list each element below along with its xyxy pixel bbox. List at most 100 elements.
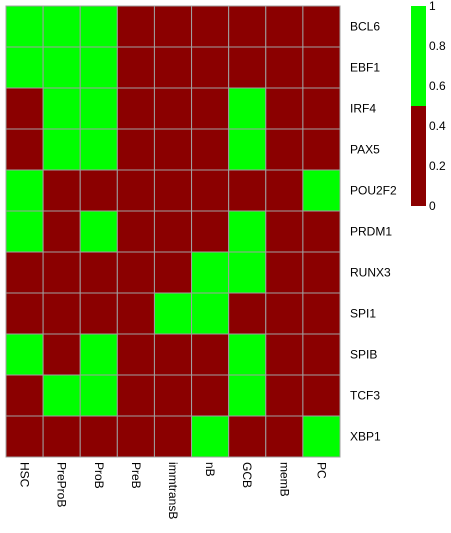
heatmap-cell-irf4-immtransb xyxy=(153,87,193,130)
heatmap-cell-spib-immtransb xyxy=(153,333,193,376)
heatmap-cell-pou2f2-nb xyxy=(191,169,230,212)
row-label-pax5: PAX5 xyxy=(350,143,380,157)
colorbar-tick-label: 0.2 xyxy=(429,159,446,173)
heatmap-cell-pax5-hsc xyxy=(5,128,44,171)
column-label-preprob: PreProB xyxy=(55,462,69,507)
heatmap-cell-ebf1-gcb xyxy=(228,46,267,89)
heatmap-cell-xbp1-pc xyxy=(302,415,341,458)
colorbar-tick-label: 0.4 xyxy=(429,119,446,133)
heatmap-cell-spib-gcb xyxy=(228,333,267,376)
colorbar-tick-label: 0.8 xyxy=(429,39,446,53)
heatmap-cell-pax5-pc xyxy=(302,128,341,171)
heatmap-cell-ebf1-pc xyxy=(302,46,341,89)
heatmap-cell-spib-pc xyxy=(302,333,341,376)
heatmap-cell-pax5-gcb xyxy=(228,128,267,171)
heatmap-cell-ebf1-hsc xyxy=(5,46,44,89)
heatmap-cell-xbp1-preb xyxy=(116,415,155,458)
heatmap-cell-bcl6-prob xyxy=(79,5,118,48)
heatmap-cell-pax5-nb xyxy=(191,128,230,171)
heatmap-cell-tcf3-memb xyxy=(265,374,304,417)
heatmap-cell-prdm1-preprob xyxy=(42,210,81,253)
heatmap-cell-pax5-preprob xyxy=(42,128,81,171)
heatmap-cell-tcf3-preb xyxy=(116,374,155,417)
heatmap-cell-runx3-preprob xyxy=(42,251,81,294)
column-label-immtransb: immtransB xyxy=(166,462,180,519)
heatmap-cell-pou2f2-hsc xyxy=(5,169,44,212)
colorbar-tick-label: 0 xyxy=(429,199,436,213)
heatmap-cell-pou2f2-preb xyxy=(116,169,155,212)
heatmap-cell-spi1-preb xyxy=(116,292,155,335)
heatmap-cell-prdm1-hsc xyxy=(5,210,44,253)
heatmap-cell-prdm1-nb xyxy=(191,210,230,253)
heatmap-cell-bcl6-pc xyxy=(302,5,341,48)
row-label-pou2f2: POU2F2 xyxy=(350,184,397,198)
heatmap-cell-spi1-gcb xyxy=(228,292,267,335)
heatmap-cell-spi1-hsc xyxy=(5,292,44,335)
row-label-prdm1: PRDM1 xyxy=(350,225,392,239)
heatmap-cell-pax5-prob xyxy=(79,128,118,171)
heatmap-cell-pou2f2-preprob xyxy=(42,169,81,212)
heatmap-cell-tcf3-gcb xyxy=(228,374,267,417)
heatmap-cell-bcl6-hsc xyxy=(5,5,44,48)
heatmap-cell-ebf1-prob xyxy=(79,46,118,89)
heatmap-cell-prdm1-preb xyxy=(116,210,155,253)
row-label-ebf1: EBF1 xyxy=(350,61,380,75)
column-label-hsc: HSC xyxy=(18,462,32,488)
heatmap-cell-tcf3-prob xyxy=(79,374,118,417)
heatmap-cell-xbp1-memb xyxy=(265,415,304,458)
heatmap-cell-pax5-preb xyxy=(116,128,155,171)
column-label-preb: PreB xyxy=(129,462,143,489)
heatmap-cell-runx3-pc xyxy=(302,251,341,294)
row-label-runx3: RUNX3 xyxy=(350,266,391,280)
heatmap-cell-irf4-pc xyxy=(302,87,341,130)
heatmap-cell-xbp1-hsc xyxy=(5,415,44,458)
heatmap-cell-xbp1-nb xyxy=(191,415,230,458)
column-label-pc: PC xyxy=(314,462,328,479)
heatmap-cell-spi1-prob xyxy=(79,292,118,335)
heatmap-cell-ebf1-nb xyxy=(191,46,230,89)
heatmap-cell-spi1-pc xyxy=(302,292,341,335)
heatmap-cell-prdm1-pc xyxy=(302,210,341,253)
heatmap-cell-xbp1-immtransb xyxy=(153,415,193,458)
heatmap-cell-prdm1-immtransb xyxy=(153,210,193,253)
heatmap-cell-xbp1-gcb xyxy=(228,415,267,458)
heatmap-cell-prdm1-memb xyxy=(265,210,304,253)
heatmap-cell-tcf3-nb xyxy=(191,374,230,417)
heatmap-cell-ebf1-preb xyxy=(116,46,155,89)
column-label-gcb: GCB xyxy=(240,462,254,488)
row-label-spib: SPIB xyxy=(350,348,377,362)
heatmap-cell-spib-preb xyxy=(116,333,155,376)
colorbar-tick-label: 1 xyxy=(429,0,436,13)
row-label-spi1: SPI1 xyxy=(350,307,376,321)
heatmap-cell-runx3-nb xyxy=(191,251,230,294)
heatmap-cell-pou2f2-pc xyxy=(302,169,341,212)
row-labels: BCL6 EBF1 IRF4 PAX5 POU2F2 PRDM1 RUNX3 SPI1 SPIB… xyxy=(350,20,397,444)
heatmap-cell-irf4-hsc xyxy=(5,87,44,130)
heatmap-cell-runx3-prob xyxy=(79,251,118,294)
heatmap-cell-bcl6-preb xyxy=(116,5,155,48)
heatmap-cell-irf4-prob xyxy=(79,87,118,130)
heatmap-cell-bcl6-immtransb xyxy=(153,5,193,48)
heatmap-cell-bcl6-preprob xyxy=(42,5,81,48)
heatmap-cell-tcf3-pc xyxy=(302,374,341,417)
heatmap-cell-spib-prob xyxy=(79,333,118,376)
heatmap-cell-spib-preprob xyxy=(42,333,81,376)
heatmap-cell-spib-nb xyxy=(191,333,230,376)
row-label-irf4: IRF4 xyxy=(350,102,376,116)
heatmap-cell-runx3-memb xyxy=(265,251,304,294)
colorbar-high-segment xyxy=(411,6,426,106)
heatmap-cell-spi1-preprob xyxy=(42,292,81,335)
heatmap-cell-spi1-memb xyxy=(265,292,304,335)
heatmap-cell-pou2f2-gcb xyxy=(228,169,267,212)
heatmap-cell-ebf1-immtransb xyxy=(153,46,193,89)
heatmap-cell-pou2f2-immtransb xyxy=(153,169,193,212)
row-label-bcl6: BCL6 xyxy=(350,20,380,34)
heatmap-cell-tcf3-hsc xyxy=(5,374,44,417)
heatmap-cell-prdm1-gcb xyxy=(228,210,267,253)
row-label-tcf3: TCF3 xyxy=(350,389,380,403)
heatmap-cell-irf4-preprob xyxy=(42,87,81,130)
heatmap-cell-bcl6-memb xyxy=(265,5,304,48)
heatmap-cell-irf4-preb xyxy=(116,87,155,130)
column-label-nb: nB xyxy=(203,462,217,477)
